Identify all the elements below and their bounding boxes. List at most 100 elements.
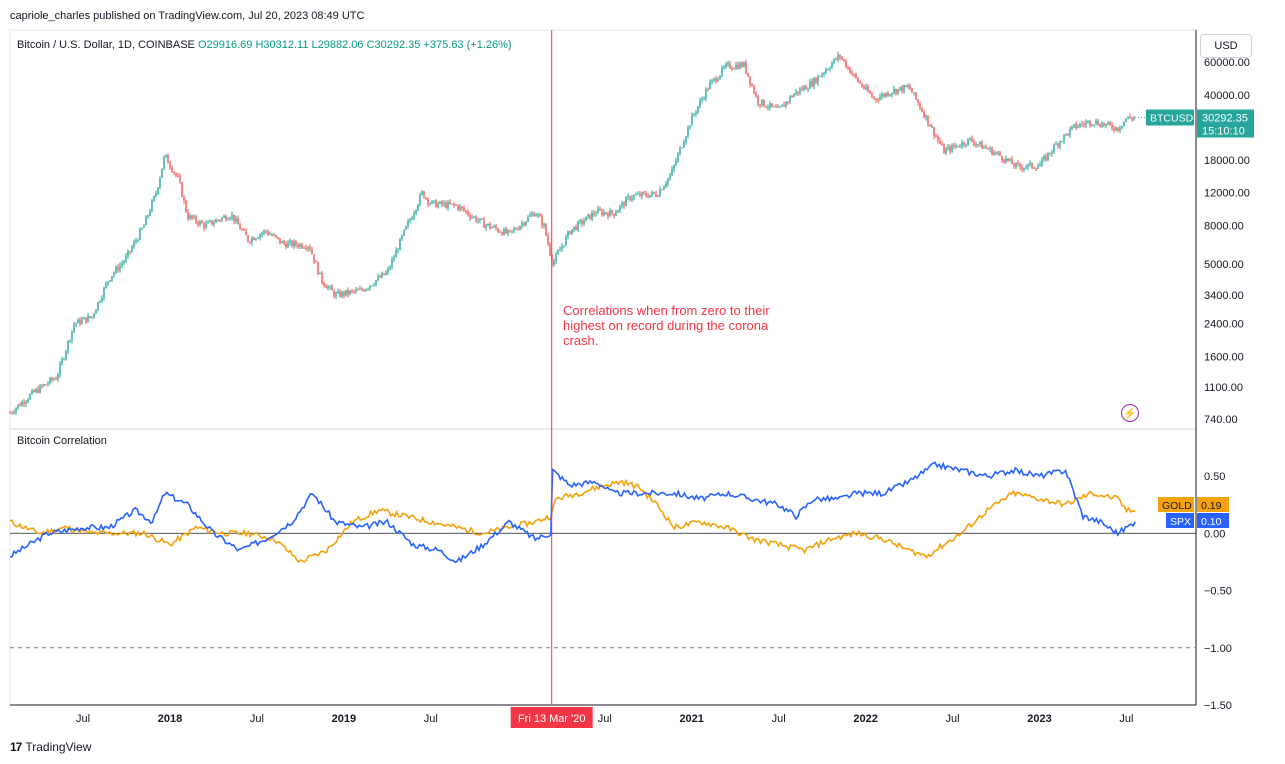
candle-body[interactable] — [161, 168, 163, 178]
candle-body[interactable] — [217, 219, 219, 221]
candle-body[interactable] — [181, 182, 183, 197]
candle-body[interactable] — [1041, 159, 1043, 165]
candle-body[interactable] — [601, 210, 603, 215]
candle-body[interactable] — [863, 86, 865, 89]
candle-body[interactable] — [639, 193, 641, 197]
candle-body[interactable] — [147, 215, 149, 217]
candle-body[interactable] — [627, 196, 629, 198]
candle-body[interactable] — [917, 99, 919, 104]
candle-body[interactable] — [531, 213, 533, 216]
candle-body[interactable] — [37, 389, 39, 393]
candle-body[interactable] — [613, 213, 615, 216]
candle-body[interactable] — [159, 177, 161, 188]
candle-body[interactable] — [107, 281, 109, 284]
candle-body[interactable] — [763, 99, 765, 107]
candle-body[interactable] — [781, 104, 783, 107]
candle-body[interactable] — [1109, 122, 1111, 125]
candle-body[interactable] — [671, 169, 673, 176]
candle-body[interactable] — [911, 88, 913, 93]
candle-body[interactable] — [1119, 128, 1121, 131]
candle-body[interactable] — [1049, 152, 1051, 154]
candle-body[interactable] — [115, 266, 117, 273]
candle-body[interactable] — [597, 208, 599, 214]
candle-body[interactable] — [461, 206, 463, 208]
candle-body[interactable] — [275, 235, 277, 237]
candle-body[interactable] — [189, 215, 191, 219]
candle-body[interactable] — [807, 88, 809, 90]
candle-body[interactable] — [975, 144, 977, 146]
candle-body[interactable] — [833, 58, 835, 64]
candle-body[interactable] — [299, 243, 301, 247]
candle-body[interactable] — [293, 241, 295, 247]
candle-body[interactable] — [1007, 158, 1009, 161]
candle-body[interactable] — [1107, 122, 1109, 124]
candle-body[interactable] — [1055, 143, 1057, 145]
candle-body[interactable] — [705, 89, 707, 99]
candle-body[interactable] — [817, 76, 819, 83]
candle-body[interactable] — [135, 240, 137, 243]
candle-body[interactable] — [879, 96, 881, 101]
candle-body[interactable] — [891, 92, 893, 95]
candle-body[interactable] — [681, 147, 683, 149]
candle-body[interactable] — [841, 57, 843, 60]
candle-body[interactable] — [581, 220, 583, 224]
candle-body[interactable] — [413, 213, 415, 218]
candle-body[interactable] — [661, 189, 663, 191]
candle-body[interactable] — [151, 200, 153, 212]
candle-body[interactable] — [529, 215, 531, 217]
candle-body[interactable] — [277, 236, 279, 239]
candle-body[interactable] — [417, 204, 419, 210]
candle-body[interactable] — [103, 287, 105, 298]
candle-body[interactable] — [29, 394, 31, 400]
candle-body[interactable] — [253, 237, 255, 241]
candle-body[interactable] — [573, 226, 575, 230]
candle-body[interactable] — [499, 231, 501, 233]
candle-body[interactable] — [587, 214, 589, 217]
candle-body[interactable] — [575, 226, 577, 230]
candle-body[interactable] — [635, 194, 637, 196]
candle-body[interactable] — [665, 183, 667, 187]
candle-body[interactable] — [647, 195, 649, 198]
candle-body[interactable] — [91, 316, 93, 318]
candle-body[interactable] — [409, 219, 411, 222]
candle-body[interactable] — [129, 251, 131, 253]
candle-body[interactable] — [191, 215, 193, 219]
candle-body[interactable] — [459, 206, 461, 210]
candle-body[interactable] — [1105, 123, 1107, 126]
candle-body[interactable] — [507, 230, 509, 234]
candle-body[interactable] — [685, 136, 687, 143]
candle-body[interactable] — [553, 261, 555, 265]
candle-body[interactable] — [853, 73, 855, 75]
candle-body[interactable] — [549, 244, 551, 256]
candle-body[interactable] — [513, 228, 515, 231]
candle-body[interactable] — [11, 412, 13, 414]
candle-body[interactable] — [791, 96, 793, 98]
candle-body[interactable] — [247, 235, 249, 242]
candle-body[interactable] — [1067, 133, 1069, 136]
candle-body[interactable] — [207, 221, 209, 224]
candle-body[interactable] — [367, 288, 369, 290]
candle-body[interactable] — [31, 390, 33, 395]
candle-body[interactable] — [1081, 123, 1083, 125]
candle-body[interactable] — [239, 224, 241, 230]
candle-body[interactable] — [831, 63, 833, 68]
candle-body[interactable] — [637, 193, 639, 195]
candle-body[interactable] — [99, 301, 101, 303]
candle-body[interactable] — [45, 384, 47, 386]
candle-body[interactable] — [537, 214, 539, 216]
candle-body[interactable] — [415, 209, 417, 214]
candle-body[interactable] — [887, 92, 889, 96]
candle-body[interactable] — [1125, 118, 1127, 122]
candle-body[interactable] — [711, 79, 713, 83]
candle-body[interactable] — [1059, 141, 1061, 147]
candle-body[interactable] — [449, 202, 451, 205]
candle-body[interactable] — [1043, 156, 1045, 160]
candle-body[interactable] — [493, 226, 495, 228]
candle-body[interactable] — [527, 216, 529, 222]
candle-body[interactable] — [337, 291, 339, 294]
candle-body[interactable] — [659, 189, 661, 197]
candle-body[interactable] — [35, 389, 37, 393]
candle-body[interactable] — [883, 94, 885, 97]
candle-body[interactable] — [1077, 126, 1079, 128]
candle-body[interactable] — [861, 83, 863, 87]
